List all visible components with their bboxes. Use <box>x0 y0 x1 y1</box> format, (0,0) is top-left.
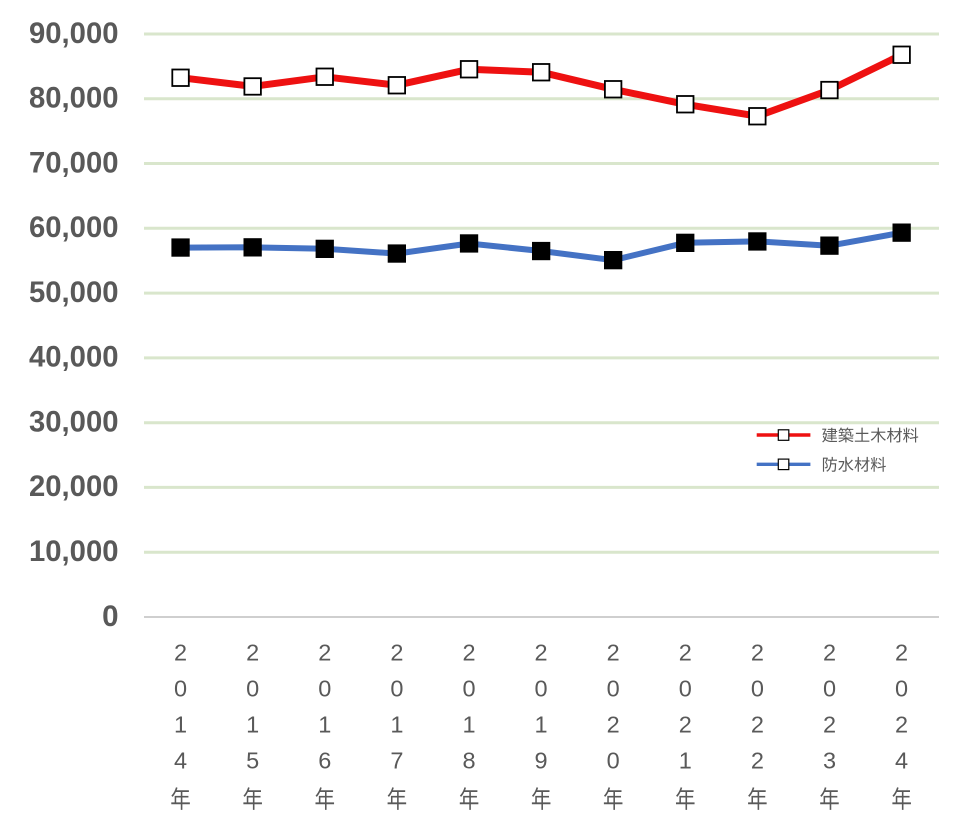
svg-text:0: 0 <box>679 676 692 702</box>
svg-text:0: 0 <box>390 676 403 702</box>
svg-text:2: 2 <box>462 640 475 666</box>
svg-text:0: 0 <box>246 676 259 702</box>
svg-text:4: 4 <box>895 748 908 774</box>
svg-text:10,000: 10,000 <box>29 535 119 568</box>
svg-text:0: 0 <box>895 676 908 702</box>
svg-text:2: 2 <box>679 712 692 738</box>
svg-text:2: 2 <box>751 748 764 774</box>
svg-text:0: 0 <box>823 676 836 702</box>
svg-text:2: 2 <box>318 640 331 666</box>
svg-text:2: 2 <box>751 640 764 666</box>
svg-text:5: 5 <box>246 748 259 774</box>
svg-text:7: 7 <box>390 748 403 774</box>
svg-text:1: 1 <box>679 748 692 774</box>
svg-text:0: 0 <box>318 676 331 702</box>
svg-text:1: 1 <box>246 712 259 738</box>
svg-text:3: 3 <box>823 748 836 774</box>
svg-text:2: 2 <box>246 640 259 666</box>
svg-text:1: 1 <box>462 712 475 738</box>
svg-text:50,000: 50,000 <box>29 276 119 309</box>
svg-text:2: 2 <box>823 712 836 738</box>
svg-text:1: 1 <box>535 712 548 738</box>
svg-text:2: 2 <box>174 640 187 666</box>
svg-text:6: 6 <box>318 748 331 774</box>
svg-text:0: 0 <box>102 600 118 633</box>
svg-text:80,000: 80,000 <box>29 82 119 115</box>
svg-text:1: 1 <box>318 712 331 738</box>
svg-text:2: 2 <box>607 712 620 738</box>
svg-text:2: 2 <box>823 640 836 666</box>
svg-text:2: 2 <box>535 640 548 666</box>
svg-text:2: 2 <box>607 640 620 666</box>
svg-text:2: 2 <box>390 640 403 666</box>
svg-text:9: 9 <box>535 748 548 774</box>
svg-text:60,000: 60,000 <box>29 211 119 244</box>
svg-text:0: 0 <box>174 676 187 702</box>
svg-text:30,000: 30,000 <box>29 406 119 439</box>
svg-text:2: 2 <box>751 712 764 738</box>
svg-text:20,000: 20,000 <box>29 470 119 503</box>
svg-text:1: 1 <box>174 712 187 738</box>
svg-text:2: 2 <box>679 640 692 666</box>
svg-text:0: 0 <box>462 676 475 702</box>
svg-text:2: 2 <box>895 712 908 738</box>
svg-text:4: 4 <box>174 748 187 774</box>
svg-text:2: 2 <box>895 640 908 666</box>
svg-text:0: 0 <box>535 676 548 702</box>
svg-text:1: 1 <box>390 712 403 738</box>
svg-text:8: 8 <box>462 748 475 774</box>
svg-text:70,000: 70,000 <box>29 146 119 179</box>
svg-text:0: 0 <box>751 676 764 702</box>
svg-text:40,000: 40,000 <box>29 341 119 374</box>
svg-text:0: 0 <box>607 748 620 774</box>
svg-text:0: 0 <box>607 676 620 702</box>
svg-text:90,000: 90,000 <box>29 17 119 50</box>
